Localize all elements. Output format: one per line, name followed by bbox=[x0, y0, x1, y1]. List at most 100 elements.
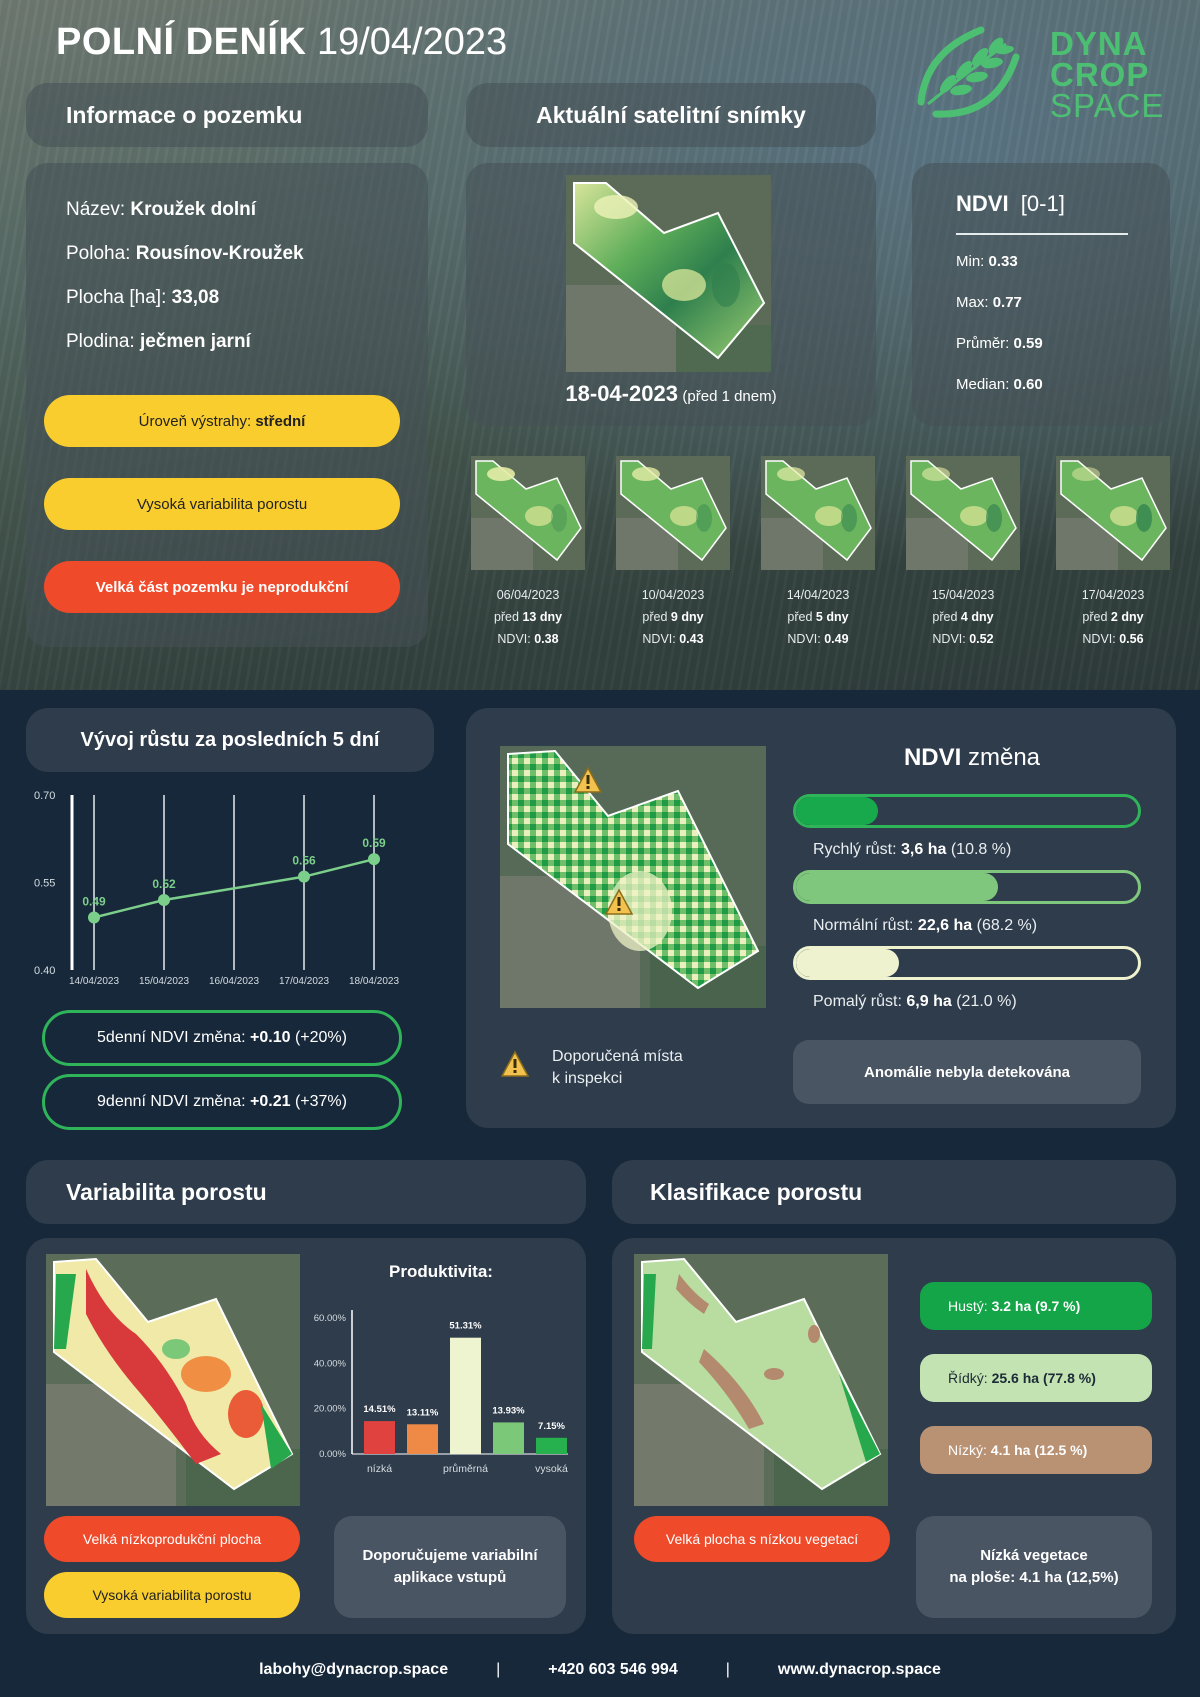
bar bbox=[407, 1424, 438, 1454]
data-point bbox=[158, 894, 170, 906]
thumbnail-caption: 17/04/2023 před 2 dny NDVI: 0.56 bbox=[1081, 588, 1145, 646]
growth-bar-fill bbox=[796, 949, 899, 977]
y-tick-label: 40.00% bbox=[314, 1358, 347, 1369]
bar bbox=[450, 1337, 481, 1454]
page-title: POLNÍ DENÍK 19/04/2023 bbox=[56, 21, 508, 63]
dynacrop-logo: DYNA CROP SPACE bbox=[906, 22, 1186, 132]
x-tick-label: 17/04/2023 bbox=[279, 976, 329, 985]
classification-panel: Hustý: 3.2 ha (9.7 %) Řídký: 25.6 ha (77… bbox=[612, 1238, 1176, 1634]
x-tick-label: 18/04/2023 bbox=[349, 976, 399, 985]
x-tick-label: průměrná bbox=[443, 1463, 488, 1475]
growth-bar-label: Pomalý růst: 6,9 ha (21.0 %) bbox=[813, 993, 1017, 1010]
satellite-main-panel: 18-04-2023 (před 1 dnem) bbox=[466, 163, 876, 426]
x-tick-label: 14/04/2023 bbox=[69, 976, 119, 985]
productivity-chart-title: Produktivita: bbox=[389, 1262, 493, 1281]
classification-map bbox=[634, 1254, 888, 1506]
ndvi-change-map bbox=[500, 746, 766, 1008]
ndvi-change-title: NDVI změna bbox=[903, 744, 1041, 771]
variable-application-recommendation: Doporučujeme variabilní aplikace vstupů bbox=[334, 1516, 566, 1618]
warning-icon bbox=[573, 766, 603, 793]
satellite-thumbnail[interactable] bbox=[616, 456, 730, 570]
warning-icon bbox=[604, 888, 634, 915]
bar bbox=[364, 1421, 395, 1454]
ndvi-change-9day: 9denní NDVI změna: +0.21 (+37%) bbox=[42, 1074, 402, 1130]
data-label: 13.93% bbox=[492, 1405, 525, 1416]
y-tick-label: 0.40 bbox=[34, 965, 55, 977]
warning-icon bbox=[500, 1050, 530, 1077]
ndvi-stats-title: NDVI [0-1] bbox=[956, 191, 1065, 216]
productivity-bar-chart: 0.00% 20.00% 40.00% 60.00% 14.51% nízká 13.11%… bbox=[306, 1286, 576, 1501]
alert-level-pill: Úroveň výstrahy: střední bbox=[44, 395, 400, 447]
thumbnail-caption: 15/04/2023 před 4 dny NDVI: 0.52 bbox=[931, 588, 995, 646]
low-vegetation-summary: Nízká vegetace na ploše: 4.1 ha (12,5%) bbox=[916, 1516, 1152, 1618]
unproductive-pill: Velká část pozemku je neprodukční bbox=[44, 561, 400, 613]
data-label: 0.56 bbox=[292, 854, 316, 868]
growth-bar-fill bbox=[796, 797, 879, 825]
footer-phone[interactable]: +420 603 546 994 bbox=[548, 1661, 678, 1678]
data-label: 51.31% bbox=[449, 1321, 482, 1332]
ndvi-change-panel: NDVI změna Rychlý růst: 3,6 ha (10.8 %) N… bbox=[466, 708, 1176, 1128]
satellite-main-map bbox=[566, 175, 771, 372]
thumbnail-caption: 06/04/2023 před 13 dny NDVI: 0.38 bbox=[493, 588, 563, 646]
thumbnail-caption: 14/04/2023 před 5 dny NDVI: 0.49 bbox=[786, 588, 850, 646]
bar bbox=[536, 1437, 567, 1454]
field-name: Název: Kroužek dolní bbox=[66, 199, 257, 220]
y-tick-label: 0.70 bbox=[34, 790, 55, 802]
classification-heading: Klasifikace porostu bbox=[612, 1160, 1176, 1224]
ndvi-stats-panel: NDVI [0-1] Min: 0.33 Max: 0.77 Průměr: 0… bbox=[912, 163, 1170, 426]
ndvi-change-5day: 5denní NDVI změna: +0.10 (+20%) bbox=[42, 1010, 402, 1066]
growth-bar-fill bbox=[796, 873, 999, 901]
y-tick-label: 20.00% bbox=[314, 1404, 347, 1415]
x-tick-label: 16/04/2023 bbox=[209, 976, 259, 985]
x-tick-label: nízká bbox=[367, 1463, 392, 1475]
growth-bar bbox=[793, 794, 1141, 828]
data-label: 14.51% bbox=[363, 1404, 396, 1415]
class-sparse-pill: Řídký: 25.6 ha (77.8 %) bbox=[920, 1354, 1152, 1402]
growth-bar bbox=[793, 946, 1141, 980]
class-low-pill: Nízký: 4.1 ha (12.5 %) bbox=[920, 1426, 1152, 1474]
inspection-legend: Doporučená místa k inspekci bbox=[552, 1048, 683, 1087]
satellite-thumbnail[interactable] bbox=[471, 456, 585, 570]
variability-pill: Vysoká variabilita porostu bbox=[44, 478, 400, 530]
field-info-heading: Informace o pozemku bbox=[26, 83, 428, 147]
wheat-logo-icon bbox=[917, 26, 1020, 118]
satellite-thumbnail[interactable] bbox=[761, 456, 875, 570]
variability-heading: Variabilita porostu bbox=[26, 1160, 586, 1224]
data-label: 0.49 bbox=[82, 895, 106, 909]
data-label: 0.52 bbox=[152, 877, 176, 891]
high-variability-pill: Vysoká variabilita porostu bbox=[44, 1572, 300, 1618]
y-tick-label: 0.00% bbox=[319, 1449, 346, 1460]
field-crop: Plodina: ječmen jarní bbox=[66, 331, 251, 352]
footer-web[interactable]: www.dynacrop.space bbox=[777, 1661, 941, 1678]
y-tick-label: 60.00% bbox=[314, 1313, 347, 1324]
x-tick-label: 15/04/2023 bbox=[139, 976, 189, 985]
y-tick-label: 0.55 bbox=[34, 878, 55, 890]
thumbnail-caption: 10/04/2023 před 9 dny NDVI: 0.43 bbox=[641, 588, 705, 646]
footer-email[interactable]: labohy@dynacrop.space bbox=[259, 1661, 449, 1678]
ndvi-max: Max: 0.77 bbox=[956, 294, 1022, 311]
x-tick-label: vysoká bbox=[535, 1463, 568, 1475]
satellite-thumbnail[interactable] bbox=[1056, 456, 1170, 570]
data-label: 7.15% bbox=[538, 1421, 565, 1432]
data-point bbox=[88, 911, 100, 924]
bar bbox=[493, 1422, 524, 1454]
data-label: 13.11% bbox=[407, 1407, 439, 1418]
ndvi-min: Min: 0.33 bbox=[956, 253, 1018, 270]
ndvi-stats-divider bbox=[956, 233, 1128, 235]
ndvi-mean: Průměr: 0.59 bbox=[956, 335, 1043, 352]
satellite-heading: Aktuální satelitní snímky bbox=[466, 83, 876, 147]
satellite-thumbnail[interactable] bbox=[906, 456, 1020, 570]
growth-bar-label: Normální růst: 22,6 ha (68.2 %) bbox=[813, 917, 1038, 934]
growth-bar-label: Rychlý růst: 3,6 ha (10.8 %) bbox=[813, 841, 1012, 858]
field-info-panel: Název: Kroužek dolní Poloha: Rousínov-Kr… bbox=[26, 163, 428, 647]
data-point bbox=[298, 870, 310, 883]
growth-line-chart: 0.40 0.55 0.70 14/04/2023 15/04/2023 16/04/20… bbox=[26, 785, 416, 987]
anomaly-status: Anomálie nebyla detekována bbox=[793, 1040, 1141, 1104]
field-location: Poloha: Rousínov-Kroužek bbox=[66, 243, 304, 264]
data-label: 0.59 bbox=[362, 836, 386, 850]
ndvi-median: Median: 0.60 bbox=[956, 376, 1043, 393]
field-area: Plocha [ha]: 33,08 bbox=[66, 287, 220, 308]
data-point bbox=[368, 853, 380, 866]
growth-bar bbox=[793, 870, 1141, 904]
variability-panel: Produktivita: 0.00% 20.00% 40.00% 60.00% 14.… bbox=[26, 1238, 586, 1634]
